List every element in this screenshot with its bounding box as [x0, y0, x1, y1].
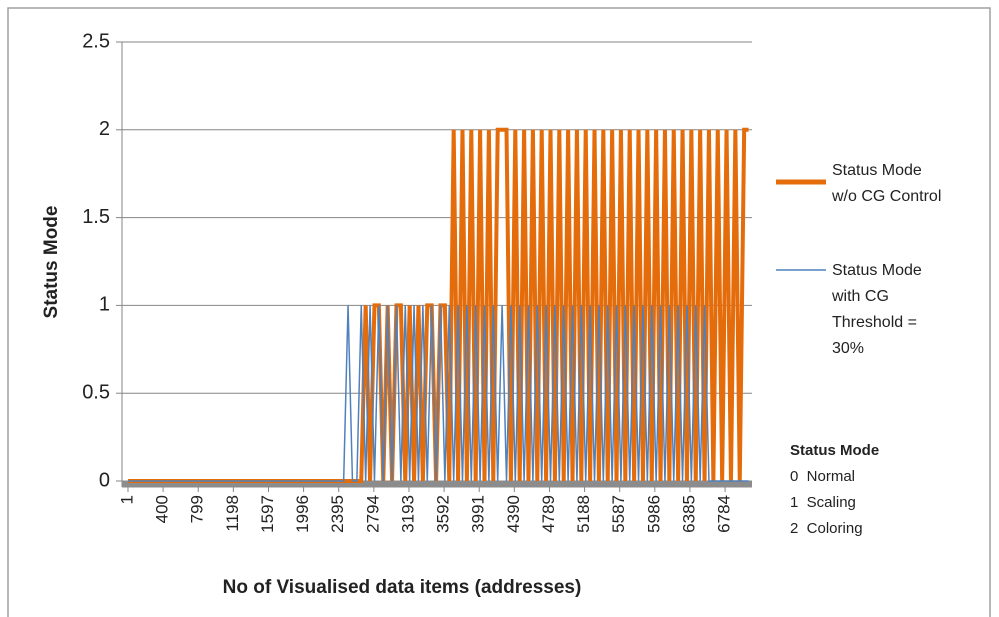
- legend-label: Status Mode with CG Threshold = 30%: [832, 262, 922, 357]
- series-line: [127, 305, 749, 482]
- x-tick-label: 3592: [434, 495, 453, 533]
- x-tick-label: 5188: [574, 495, 593, 533]
- x-tick-label: 4390: [504, 495, 523, 533]
- y-axis-label: Status Mode: [41, 206, 62, 319]
- x-tick-label: 400: [153, 495, 172, 523]
- x-tick-label: 1: [117, 495, 136, 504]
- annotation-item: 1 Scaling: [790, 494, 856, 511]
- x-tick-label: 4789: [539, 495, 558, 533]
- x-tick-label: 1996: [293, 495, 312, 533]
- y-tick-label: 1: [99, 294, 110, 316]
- x-tick-label: 5587: [609, 495, 628, 533]
- x-tick-label: 6385: [679, 495, 698, 533]
- legend-label: Status Mode w/o CG Control: [832, 162, 942, 205]
- x-tick-label: 799: [188, 495, 207, 523]
- x-tick-label: 1597: [258, 495, 277, 533]
- annotation-title: Status Mode: [790, 442, 880, 459]
- x-tick-label: 1198: [223, 495, 242, 532]
- y-tick-label: 2: [99, 118, 110, 140]
- annotation-item: 0 Normal: [790, 468, 856, 485]
- y-tick-label: 2.5: [82, 30, 110, 52]
- annotation-item: 2 Coloring: [790, 520, 863, 537]
- y-tick-label: 1.5: [82, 206, 110, 228]
- y-tick-label: 0: [99, 469, 110, 491]
- x-tick-label: 6784: [715, 495, 734, 533]
- x-tick-label: 3193: [398, 495, 417, 533]
- y-tick-label: 0.5: [82, 381, 110, 403]
- chart-frame: [7, 7, 991, 617]
- x-tick-label: 3991: [469, 495, 488, 533]
- x-tick-label: 5986: [644, 495, 663, 533]
- x-tick-label: 2794: [363, 495, 382, 533]
- x-axis-label: No of Visualised data items (addresses): [223, 577, 582, 598]
- x-tick-label: 2395: [328, 495, 347, 533]
